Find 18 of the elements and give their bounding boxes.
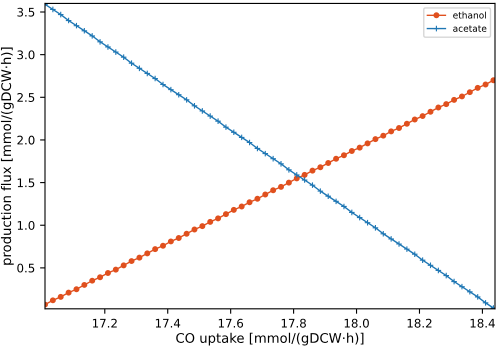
- x-tick-label: 18.2: [408, 318, 432, 328]
- x-tick-label: 18.4: [470, 318, 495, 328]
- legend-label: acetate: [453, 25, 486, 32]
- x-axis-title: CO uptake [mmol/(gDCW·h)]: [176, 332, 364, 346]
- x-tick-label: 17.6: [218, 318, 244, 328]
- y-tick-label: 1.5: [18, 178, 34, 188]
- y-axis-title: production flux [mmol/(gDCW·h)]: [0, 48, 14, 265]
- y-tick-label: 2.5: [17, 93, 34, 102]
- y-tick-label: 1.0: [18, 220, 34, 230]
- y-tick-label: 3.0: [17, 50, 34, 60]
- y-tick-label: 0.5: [17, 264, 34, 273]
- legend-label: ethanol: [453, 12, 486, 19]
- x-tick-label: 18.0: [344, 318, 369, 328]
- x-tick-label: 17.2: [92, 318, 117, 328]
- x-tick-label: 17.8: [282, 318, 306, 328]
- y-tick-label: 2.0: [17, 136, 34, 145]
- x-tick-label: 17.4: [156, 318, 180, 328]
- y-tick-label: 3.5: [17, 8, 34, 17]
